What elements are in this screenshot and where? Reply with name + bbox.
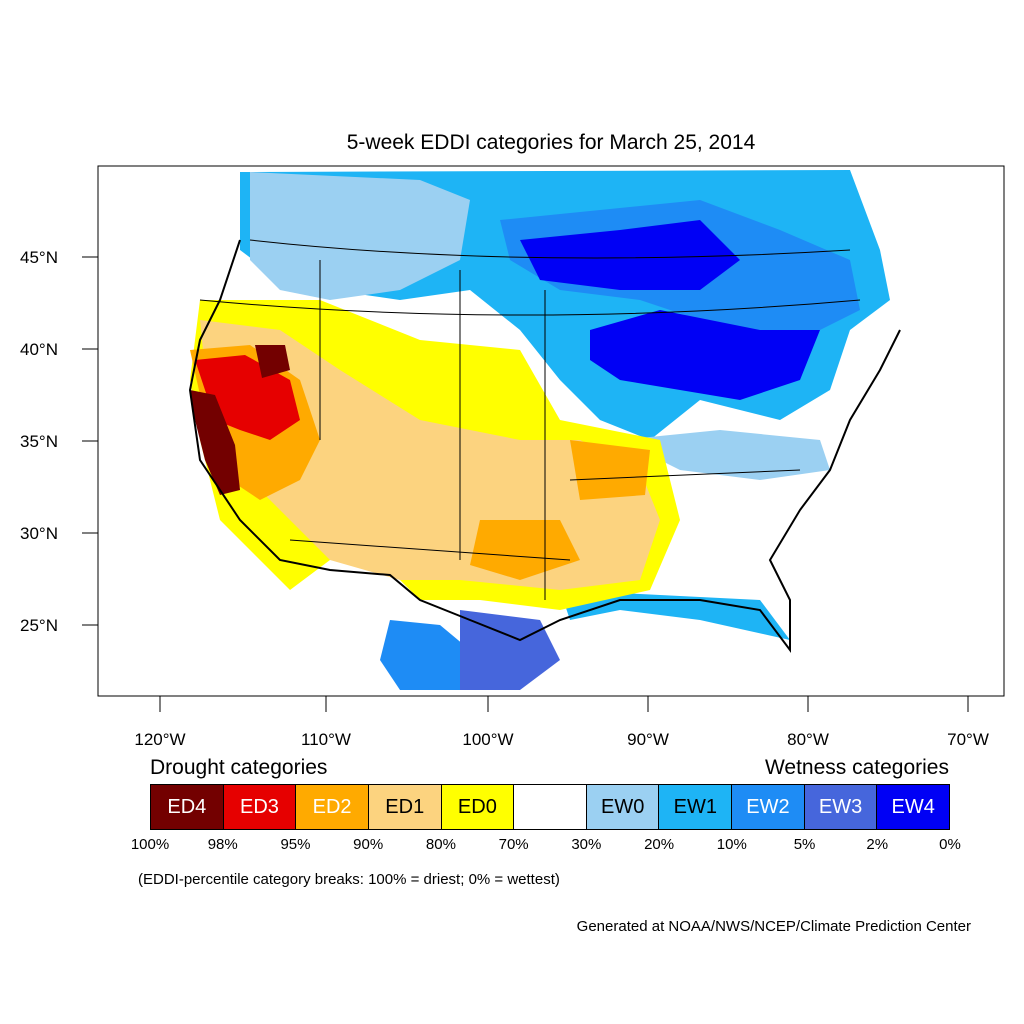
category-note: (EDDI-percentile category breaks: 100% =… xyxy=(138,871,560,888)
lon-label: 80°W xyxy=(787,730,829,749)
legend-box-ed3: ED3 xyxy=(223,785,297,829)
legend-break-label: 30% xyxy=(571,836,602,853)
legend-break-label: 2% xyxy=(866,836,889,853)
lat-label: 40°N xyxy=(20,340,58,359)
lon-label: 90°W xyxy=(627,730,669,749)
coastline xyxy=(188,239,901,653)
lon-label: 70°W xyxy=(947,730,989,749)
legend-box-ed0: ED0 xyxy=(441,785,515,829)
legend-wet-heading: Wetness categories xyxy=(764,756,949,779)
wet-region-gulf xyxy=(560,590,790,640)
drought-region-ed2-south xyxy=(570,440,650,500)
wet-region-gulf-west xyxy=(460,610,560,690)
legend-break-label: 100% xyxy=(130,836,170,853)
lon-label: 110°W xyxy=(301,730,351,749)
drought-region-ed4 xyxy=(190,390,240,495)
credit-line: Generated at NOAA/NWS/NCEP/Climate Predi… xyxy=(576,918,971,935)
legend-break-label: 98% xyxy=(207,836,238,853)
legend-box-ed4: ED4 xyxy=(151,785,224,829)
legend-break-label: 20% xyxy=(644,836,675,853)
legend-break-label: 5% xyxy=(793,836,816,853)
lon-label: 100°W xyxy=(462,730,513,749)
legend-color-bar: ED4 ED3 ED2 ED1 ED0 EW0 EW1 EW2 EW3 EW4 xyxy=(150,784,950,830)
eddi-map: 45°N 40°N 35°N 30°N 25°N 120°W 110°W 100°W 90°W… xyxy=(20,165,1005,749)
plot-frame xyxy=(97,165,1005,697)
lat-label: 30°N xyxy=(20,524,58,543)
legend-break-label: 0% xyxy=(939,836,961,853)
legend-break-label: 90% xyxy=(353,836,384,853)
map-field xyxy=(98,166,1004,696)
wet-region-ew4-great-lakes xyxy=(590,310,820,400)
legend-breaks: 100% 98% 95% 90% 80% 70% 30% 20% 10% 5% 2% 0% xyxy=(131,836,961,856)
legend-box-ew2: EW2 xyxy=(732,785,805,829)
wet-region-ew0 xyxy=(250,172,470,300)
legend-break-label: 95% xyxy=(280,836,311,853)
wet-region-southeast xyxy=(620,430,830,480)
legend-drought-heading: Drought categories xyxy=(150,756,328,779)
legend-box-ew0: EW0 xyxy=(586,785,660,829)
legend-box-neutral xyxy=(514,785,587,829)
legend-break-label: 10% xyxy=(716,836,747,853)
lon-label: 120°W xyxy=(134,730,185,749)
longitude-axis: 120°W 110°W 100°W 90°W 80°W 70°W xyxy=(134,696,989,749)
legend-box-ew1: EW1 xyxy=(659,785,733,829)
lat-label: 35°N xyxy=(20,432,58,451)
legend-break-label: 70% xyxy=(498,836,529,853)
legend-box-ed1: ED1 xyxy=(368,785,442,829)
wet-region-mexico xyxy=(380,620,470,690)
latitude-axis: 45°N 40°N 35°N 30°N 25°N xyxy=(20,248,98,635)
map-title: 5-week EDDI categories for March 25, 201… xyxy=(346,131,756,154)
drought-region-ed4-nevada xyxy=(255,345,290,378)
wet-region-ew4-north xyxy=(520,220,740,290)
legend-box-ew4: EW4 xyxy=(877,785,950,829)
legend-box-ed2: ED2 xyxy=(296,785,369,829)
legend-box-ew3: EW3 xyxy=(804,785,878,829)
legend-break-label: 80% xyxy=(425,836,456,853)
drought-region-ed2-texas xyxy=(470,520,580,580)
lat-label: 25°N xyxy=(20,616,58,635)
lat-label: 45°N xyxy=(20,248,58,267)
